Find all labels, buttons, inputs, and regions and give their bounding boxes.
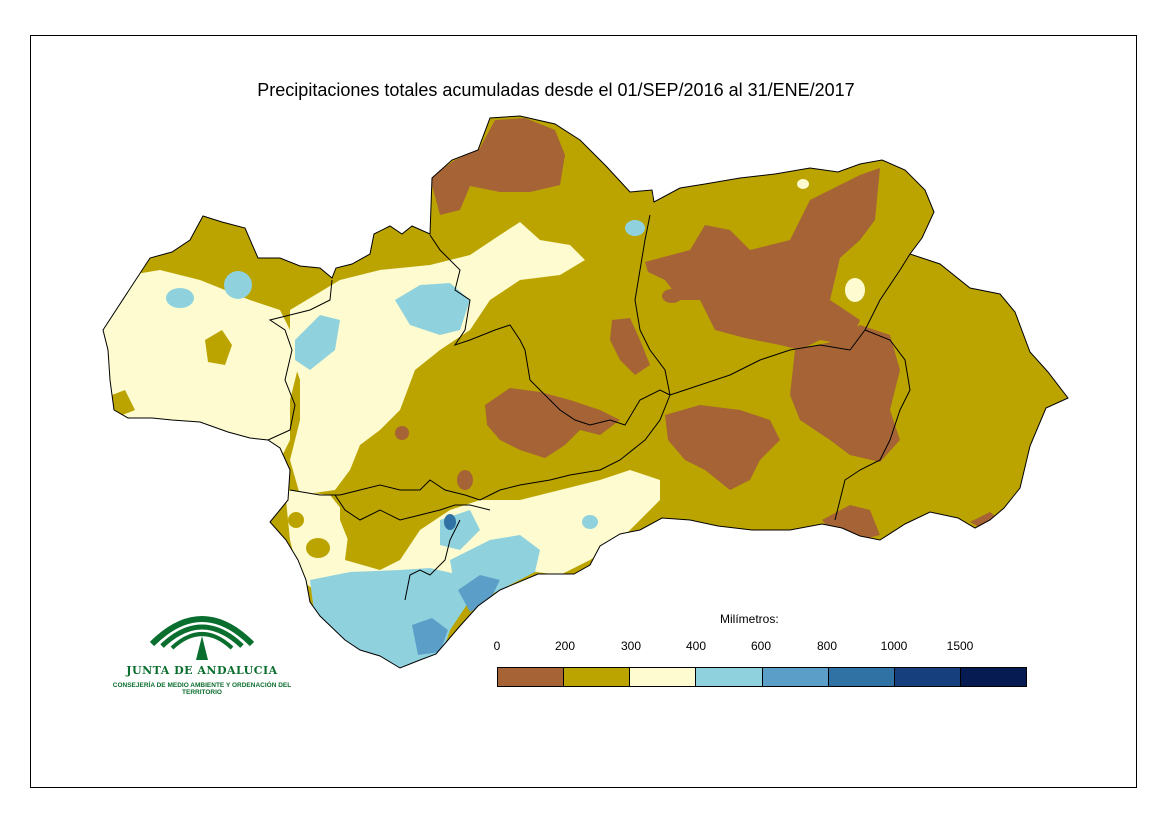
zone-300-400-spot bbox=[845, 278, 865, 302]
zone-200-300-spot bbox=[112, 390, 135, 418]
zone-300-400-west bbox=[103, 270, 300, 460]
legend-swatch bbox=[630, 668, 697, 686]
zone-0-200-granada-west bbox=[665, 405, 780, 490]
zone-0-200-spot bbox=[662, 289, 682, 303]
boundary-malaga-north bbox=[289, 394, 671, 501]
legend-swatch bbox=[894, 668, 961, 686]
boundary-cordoba-jaen bbox=[634, 214, 671, 396]
zone-400-600-spot bbox=[166, 288, 194, 308]
legend-tick: 300 bbox=[620, 639, 642, 653]
zone-300-400-central bbox=[290, 222, 585, 495]
zone-0-200-spot bbox=[457, 470, 473, 490]
zone-400-600-huelva-north bbox=[395, 283, 470, 335]
zone-400-600-sierra bbox=[295, 315, 340, 370]
zone-200-300-spot bbox=[205, 330, 232, 365]
legend-tick: 600 bbox=[750, 639, 772, 653]
logo-emblem-icon bbox=[149, 616, 255, 660]
junta-andalucia-logo: JUNTA DE ANDALUCIA CONSEJERÍA DE MEDIO A… bbox=[96, 600, 316, 700]
legend-tick: 1000 bbox=[880, 639, 908, 653]
legend-title: Milímetros: bbox=[720, 612, 779, 626]
zone-800-1000-spot bbox=[444, 514, 456, 530]
legend-swatch bbox=[498, 668, 565, 686]
legend-swatch bbox=[762, 668, 829, 686]
zone-0-200-cordoba bbox=[485, 388, 620, 458]
legend-swatch bbox=[828, 668, 895, 686]
map-title: Precipitaciones totales acumuladas desde… bbox=[257, 80, 855, 100]
zone-200-300-spot bbox=[262, 459, 278, 471]
legend-tick: 0 bbox=[493, 639, 501, 653]
zone-400-600-spot bbox=[625, 220, 645, 236]
boundary-granada-almeria bbox=[834, 329, 911, 521]
zone-0-200-granada bbox=[790, 325, 900, 462]
zone-0-200-north bbox=[430, 118, 565, 215]
boundary-cordoba-south bbox=[524, 349, 671, 426]
legend-tick: 400 bbox=[685, 639, 707, 653]
zone-600-800-malaga bbox=[458, 575, 500, 612]
boundary-sevilla-cadiz bbox=[334, 494, 491, 521]
province-boundaries bbox=[102, 115, 1069, 669]
zone-600-800-grazalema bbox=[412, 618, 448, 655]
legend-color-bar bbox=[497, 667, 1027, 687]
boundary-cadiz-malaga bbox=[404, 519, 461, 601]
map-frame bbox=[30, 35, 1137, 788]
zone-400-600-cadiz bbox=[310, 568, 470, 668]
zone-0-200-spot bbox=[970, 512, 1000, 530]
zone-0-200-spot bbox=[395, 426, 409, 440]
boundary-sevilla-cordoba bbox=[429, 234, 526, 351]
legend-tick: 800 bbox=[816, 639, 838, 653]
zone-0-200-jaen bbox=[645, 168, 880, 350]
zone-400-600-spot bbox=[224, 271, 252, 299]
boundary-huelva-sevilla bbox=[267, 279, 333, 441]
legend-tick: 200 bbox=[554, 639, 576, 653]
zone-200-300-spot bbox=[306, 538, 330, 558]
zone-200-300-spot bbox=[340, 480, 410, 565]
boundary-jaen-granada bbox=[669, 253, 911, 396]
legend-tick: 1500 bbox=[946, 639, 974, 653]
zone-0-200-spot bbox=[610, 318, 650, 375]
legend-swatch bbox=[960, 668, 1026, 686]
logo-subtitle: CONSEJERÍA DE MEDIO AMBIENTE Y ORDENACIÓ… bbox=[112, 682, 292, 696]
zone-200-300-spot bbox=[288, 512, 304, 528]
zone-400-600-spot bbox=[582, 515, 598, 529]
zone-300-400-spot bbox=[797, 179, 809, 189]
legend-swatch bbox=[564, 668, 631, 686]
logo-name: JUNTA DE ANDALUCIA bbox=[126, 664, 278, 677]
legend-swatch bbox=[696, 668, 763, 686]
